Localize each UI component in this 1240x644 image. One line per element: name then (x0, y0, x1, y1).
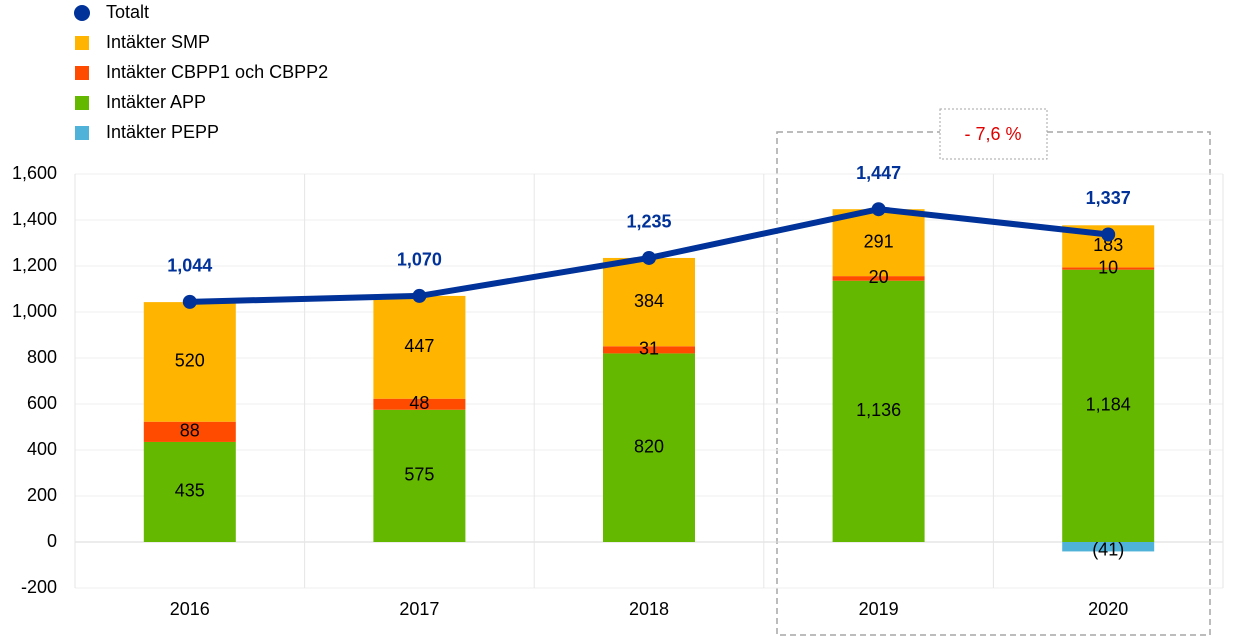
bar-segment (373, 409, 466, 542)
data-label: 820 (634, 436, 664, 456)
total-marker (642, 250, 656, 265)
y-tick-label: 400 (27, 439, 57, 459)
bar-segment (1062, 269, 1155, 542)
highlight-box (776, 131, 1211, 636)
y-tick-label: 200 (27, 485, 57, 505)
data-label: (41) (1092, 539, 1124, 559)
x-tick-label: 2018 (629, 599, 669, 619)
data-label: 435 (175, 481, 205, 501)
total-marker (412, 288, 427, 303)
bar-segment (373, 398, 466, 410)
legend-label: Intäkter CBPP1 och CBPP2 (106, 62, 328, 82)
total-marker (182, 294, 197, 309)
data-label: 20 (869, 267, 889, 287)
bar-segment (832, 280, 925, 542)
data-label: 447 (404, 336, 434, 356)
data-label: 10 (1098, 257, 1118, 277)
bar-segment (1062, 267, 1155, 270)
total-marker (1101, 227, 1116, 242)
data-label: 1,136 (856, 400, 901, 420)
annotation-box (939, 108, 1048, 160)
legend-marker (75, 66, 89, 80)
legend-marker (74, 5, 90, 21)
bar-segment (603, 353, 695, 542)
bar-segment (373, 295, 466, 399)
bar-segment (143, 421, 236, 442)
legend-marker (75, 96, 89, 110)
bar-segment (143, 302, 236, 422)
legend-marker (75, 126, 89, 140)
y-tick-label: 600 (27, 393, 57, 413)
total-label: 1,070 (397, 250, 442, 270)
data-label: 1,184 (1086, 395, 1131, 415)
x-tick-label: 2017 (399, 599, 439, 619)
x-tick-label: 2019 (859, 599, 899, 619)
annotation: - 7,6 % (964, 124, 1021, 144)
data-label: 291 (864, 231, 894, 251)
legend-label: Intäkter PEPP (106, 122, 219, 142)
x-tick-label: 2016 (170, 599, 210, 619)
y-tick-label: 1,400 (12, 209, 57, 229)
y-tick-label: 1,600 (12, 163, 57, 183)
data-label: 384 (634, 291, 664, 311)
y-tick-label: 0 (47, 531, 57, 551)
data-label: 88 (180, 421, 200, 441)
legend-label: Intäkter SMP (106, 32, 210, 52)
bar-segment (143, 441, 236, 542)
data-label: 575 (404, 465, 434, 485)
total-label: 1,044 (167, 256, 212, 276)
legend-marker (75, 36, 89, 50)
total-label: 1,447 (856, 163, 901, 183)
data-label: 31 (639, 339, 659, 359)
y-tick-label: 1,000 (12, 301, 57, 321)
bar-segment (832, 209, 925, 277)
data-label: 520 (175, 351, 205, 371)
legend-label: Intäkter APP (106, 92, 206, 112)
y-tick-label: 1,200 (12, 255, 57, 275)
total-label: 1,337 (1086, 188, 1131, 208)
data-label: 48 (409, 393, 429, 413)
bar-segment (1062, 542, 1155, 552)
legend-label: Totalt (106, 2, 149, 22)
bar-segment (603, 257, 695, 347)
y-tick-label: 800 (27, 347, 57, 367)
x-tick-label: 2020 (1088, 599, 1128, 619)
total-marker (871, 202, 886, 217)
data-label: 183 (1093, 235, 1123, 255)
total-label: 1,235 (626, 212, 671, 232)
y-tick-label: -200 (21, 577, 57, 597)
bar-segment (603, 346, 695, 354)
bar-segment (832, 276, 925, 281)
